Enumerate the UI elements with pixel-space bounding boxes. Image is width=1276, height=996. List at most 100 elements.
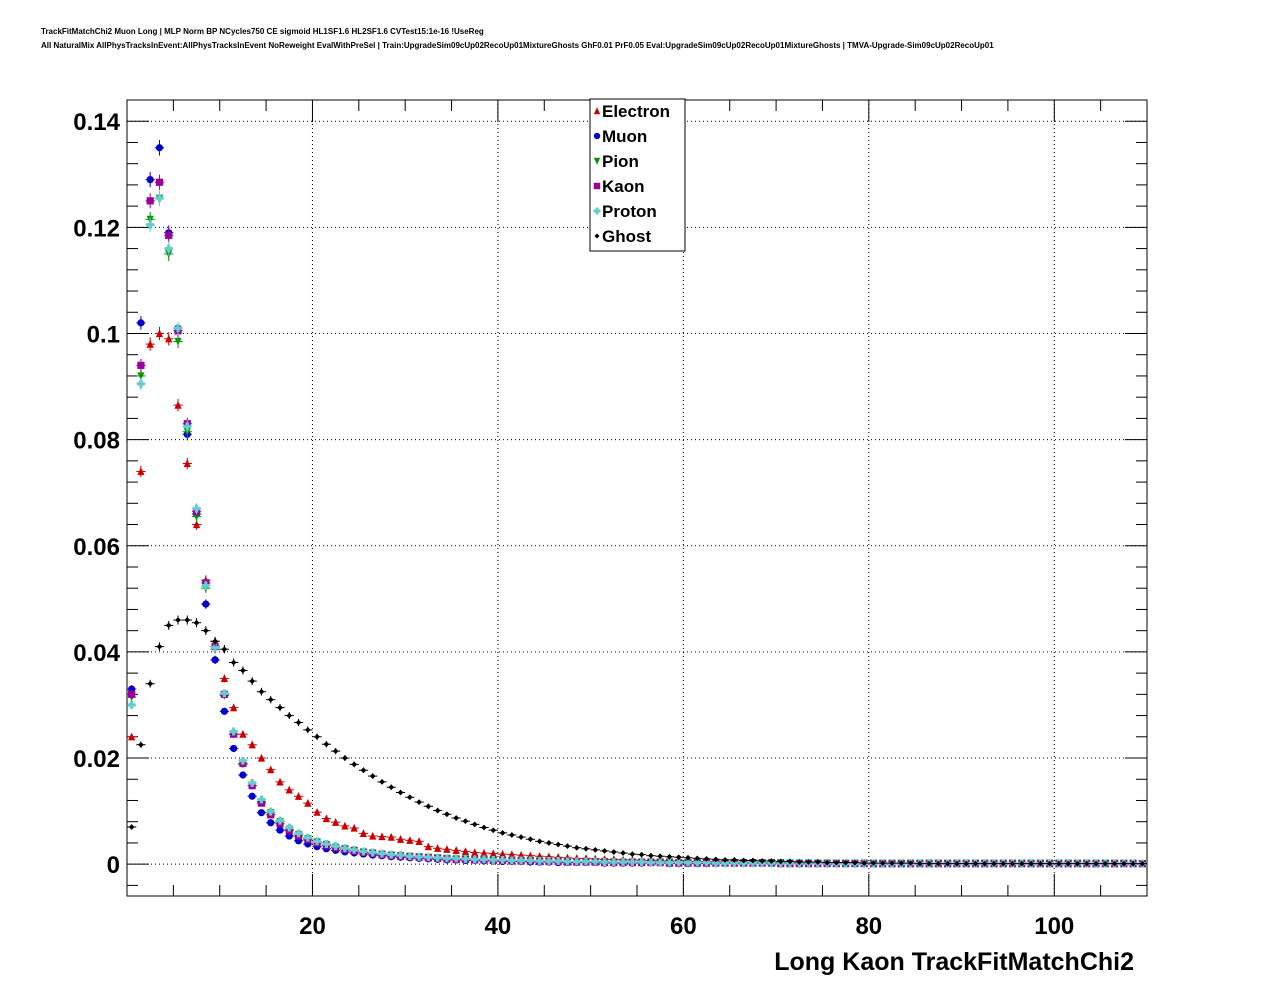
proton-point [303, 833, 312, 842]
proton-point [285, 823, 294, 832]
ghost-point [518, 834, 524, 840]
series-proton [127, 190, 1147, 868]
proton-point [480, 855, 488, 864]
ghost-point [1000, 860, 1007, 867]
proton-point [368, 848, 377, 857]
ghost-point [1083, 860, 1090, 867]
proton-point [183, 422, 192, 431]
proton-point [415, 852, 424, 861]
kaon-point [155, 178, 164, 186]
ghost-point [870, 860, 877, 866]
ghost-point [824, 859, 830, 866]
electron-point [424, 842, 432, 851]
ghost-point [879, 860, 886, 866]
electron-point [350, 823, 358, 832]
legend-marker-muon [593, 132, 601, 140]
ghost-point [638, 851, 645, 858]
ghost-point [889, 860, 895, 866]
ghost-point [740, 857, 747, 864]
proton-point [424, 853, 433, 862]
ghost-point [972, 860, 979, 867]
ghost-point [175, 617, 181, 623]
ghost-point [564, 843, 571, 849]
electron-point [406, 836, 414, 844]
legend-box [589, 98, 686, 252]
y-tick-label: 0.06 [73, 534, 120, 561]
ghost-point [453, 815, 460, 821]
proton-point [702, 858, 711, 867]
proton-point [730, 859, 739, 868]
legend-label-kaon: Kaon [602, 177, 645, 196]
ghost-point [332, 748, 339, 755]
proton-point [276, 816, 284, 825]
proton-point [544, 857, 553, 865]
proton-point [136, 379, 145, 388]
muon-point [230, 744, 238, 753]
ghost-point [184, 617, 191, 623]
ghost-point [230, 659, 237, 666]
muon-point [137, 319, 145, 327]
y-tick-label: 0.14 [73, 109, 120, 136]
proton-point [127, 701, 136, 709]
proton-point [174, 324, 182, 333]
legend: Electron Muon Pion Kaon Proton Ghost [589, 98, 686, 252]
electron-point [155, 329, 164, 338]
ghost-point [685, 854, 691, 861]
muon-point [146, 176, 154, 184]
ghost-point [601, 848, 608, 854]
ghost-point [768, 858, 775, 864]
ghost-point [165, 622, 172, 629]
x-tick-label: 20 [299, 913, 326, 940]
electron-point [369, 831, 377, 840]
ghost-point [814, 859, 821, 865]
proton-point [674, 858, 683, 867]
ghost-point [546, 840, 552, 846]
proton-point [350, 845, 359, 854]
ghost-point [759, 858, 766, 864]
y-tick-label: 0.12 [73, 215, 120, 242]
ghost-point [694, 855, 701, 862]
ghost-point [583, 845, 589, 852]
muon-point [220, 707, 228, 715]
ghost-point [1111, 860, 1118, 867]
electron-point [183, 459, 191, 468]
ghost-point [267, 696, 274, 703]
ghost-point [898, 860, 905, 866]
legend-label-electron: Electron [602, 102, 670, 121]
ghost-point [388, 784, 395, 791]
proton-point [452, 854, 461, 863]
ghost-point [193, 619, 200, 626]
y-tick-label: 0.1 [87, 321, 120, 348]
x-tick-label: 80 [855, 913, 882, 940]
ghost-point [1046, 860, 1053, 867]
proton-point [609, 858, 618, 866]
ghost-point [1093, 860, 1099, 867]
electron-point [471, 848, 479, 857]
kaon-point [146, 197, 154, 205]
proton-point [600, 858, 609, 866]
ghost-point [1139, 860, 1146, 867]
ghost-point [471, 821, 478, 828]
electron-point [452, 846, 460, 854]
electron-point [257, 753, 266, 762]
proton-point [591, 857, 600, 866]
y-tick-label: 0.04 [73, 640, 120, 667]
ghost-point [1028, 860, 1034, 867]
ghost-point [406, 794, 413, 801]
legend-marker-pion [593, 157, 601, 165]
header-title-line2: All NaturalMix AllPhysTracksInEvent:AllP… [41, 41, 994, 50]
series-electron [127, 326, 1147, 868]
proton-point [646, 858, 655, 867]
ghost-point [657, 853, 664, 860]
proton-point [340, 844, 349, 853]
ghost-point [249, 678, 256, 684]
ghost-point [444, 811, 450, 818]
ghost-point [935, 860, 942, 867]
ghost-point [1065, 860, 1072, 867]
proton-point [229, 727, 238, 736]
proton-point [359, 847, 368, 856]
ghost-point [805, 859, 812, 865]
ghost-point [926, 860, 932, 867]
electron-point [461, 847, 470, 856]
